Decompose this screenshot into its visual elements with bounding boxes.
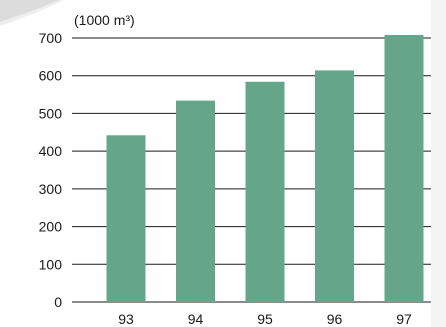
- y-tick-label-100: 100: [39, 256, 63, 272]
- right-edge-shade: [431, 0, 446, 327]
- page-corner-decoration: [0, 0, 60, 22]
- unit-label: (1000 m³): [74, 12, 135, 28]
- page-corner-shadow: [0, 0, 64, 26]
- x-tick-label-97: 97: [396, 311, 412, 327]
- x-tick-label-94: 94: [188, 311, 204, 327]
- y-tick-label-500: 500: [39, 105, 63, 121]
- x-tick-label-93: 93: [118, 311, 134, 327]
- bar-93: [106, 135, 146, 302]
- x-axis-ticks: 93 94 95 96 97: [118, 311, 412, 327]
- bar-97: [384, 34, 424, 303]
- y-tick-label-300: 300: [39, 181, 63, 197]
- bar-95: [245, 81, 285, 303]
- y-tick-label-600: 600: [39, 68, 63, 84]
- y-axis-ticks: 0 100 200 300 400 500 600 700: [39, 30, 63, 310]
- bar-94: [176, 100, 215, 302]
- bars: [106, 34, 424, 303]
- x-tick-label-95: 95: [257, 311, 273, 327]
- y-tick-label-200: 200: [39, 219, 63, 235]
- y-tick-label-400: 400: [39, 143, 63, 159]
- y-tick-label-0: 0: [54, 294, 62, 310]
- y-tick-label-700: 700: [39, 30, 63, 46]
- bar-96: [315, 70, 354, 302]
- x-tick-label-96: 96: [327, 311, 343, 327]
